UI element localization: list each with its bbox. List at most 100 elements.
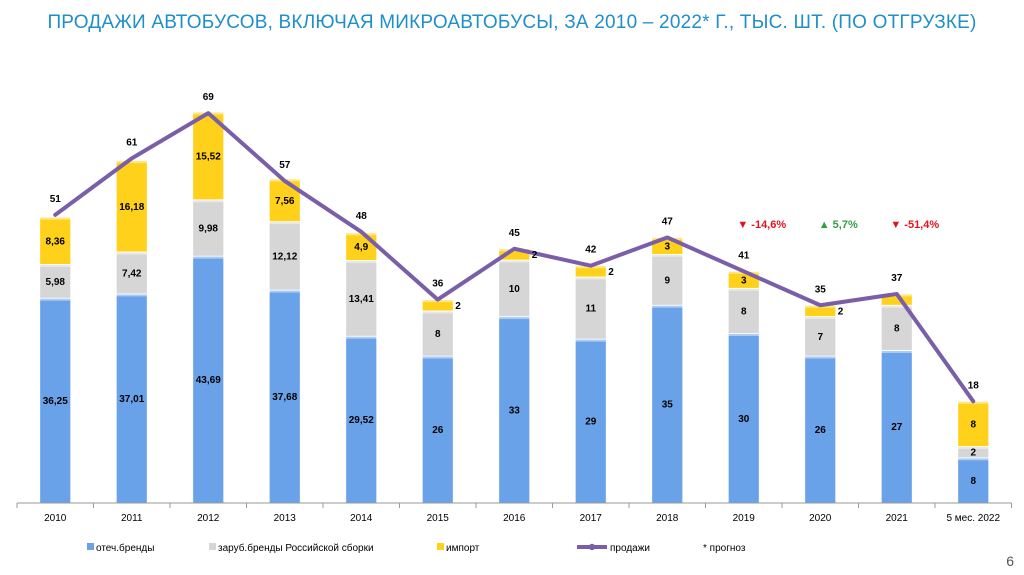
label-foreign: 8 [435, 329, 441, 340]
total-label: 35 [815, 284, 827, 295]
bar-domestic [574, 338, 607, 504]
label-domestic: 26 [815, 425, 827, 436]
label-domestic: 30 [738, 414, 750, 425]
bar-domestic-highlight [498, 316, 530, 320]
label-foreign: 9,98 [199, 223, 219, 234]
bar-foreign [115, 251, 148, 295]
bar-domestic-highlight [345, 336, 377, 339]
bar-domestic [498, 316, 531, 504]
label-import: 3 [664, 241, 670, 252]
label-foreign: 7 [817, 332, 823, 343]
bar-foreign-highlight [345, 260, 377, 263]
bar-foreign [498, 259, 531, 317]
label-foreign: 9 [664, 275, 670, 286]
sales-line [53, 111, 976, 404]
change-annotation: ▲ 5,7% [819, 219, 858, 231]
total-label: 18 [968, 380, 980, 391]
legend-domestic-label: отеч.бренды [96, 542, 154, 554]
x-tick-label: 2011 [121, 513, 143, 524]
label-domestic: 37,68 [272, 392, 297, 403]
x-tick-label: 2013 [274, 513, 297, 524]
label-foreign: 8 [741, 306, 747, 317]
legend-import-label: импорт [446, 543, 480, 554]
bar-domestic-highlight [39, 298, 71, 301]
label-foreign: 5,98 [46, 277, 66, 288]
label-import: 2 [455, 301, 461, 312]
legend-forecast-note: * прогноз [703, 543, 746, 554]
bar-domestic-highlight [269, 290, 301, 293]
bar-foreign-highlight [39, 264, 71, 267]
label-domestic: 8 [970, 476, 976, 487]
bar-import [957, 400, 990, 447]
bar-domestic-highlight [957, 457, 989, 461]
label-import: 2 [838, 306, 844, 317]
bar-foreign [192, 199, 225, 257]
bar-import [39, 216, 72, 265]
bar-domestic-highlight [116, 293, 148, 297]
bar-domestic-highlight [881, 350, 913, 353]
label-import: 7,56 [275, 196, 295, 207]
bar-foreign [727, 287, 760, 334]
label-import: 4,9 [354, 242, 368, 253]
legend-foreign-label: заруб.бренды Российской сборки [218, 542, 374, 554]
bar-domestic-highlight [422, 356, 454, 359]
chart-title: ПРОДАЖИ АВТОБУСОВ, ВКЛЮЧАЯ МИКРОАВТОБУСЫ… [47, 12, 977, 33]
x-tick-label: 2018 [656, 513, 679, 524]
label-domestic: 29,52 [349, 415, 374, 426]
total-label: 48 [356, 211, 368, 222]
bar-domestic-highlight [651, 305, 683, 308]
total-label: 47 [662, 216, 674, 227]
bar-foreign [345, 260, 378, 337]
bar-domestic [345, 335, 378, 504]
label-import: 15,52 [196, 151, 221, 162]
bar-foreign-highlight [116, 251, 148, 255]
bar-domestic [115, 293, 148, 504]
bar-foreign-highlight [422, 310, 454, 314]
label-domestic: 29 [585, 417, 597, 428]
label-foreign: 12,12 [272, 251, 297, 262]
bar-foreign [804, 316, 837, 357]
bar-import [115, 160, 148, 253]
label-foreign: 2 [970, 448, 976, 459]
x-tick-label: 2014 [350, 513, 373, 524]
label-import: 8,36 [46, 236, 66, 247]
bar-foreign-highlight [498, 260, 530, 263]
label-domestic: 27 [891, 422, 903, 433]
bar-foreign-highlight [575, 277, 607, 280]
label-foreign: 8 [894, 323, 900, 334]
total-label: 36 [432, 279, 444, 290]
bar-foreign-highlight [192, 199, 224, 203]
bar-foreign-highlight [651, 254, 683, 257]
total-label: 69 [203, 92, 215, 103]
bar-domestic [727, 333, 760, 504]
label-domestic: 35 [662, 400, 674, 411]
bar-domestic-highlight [728, 333, 760, 336]
x-tick-label: 2021 [886, 513, 909, 524]
legend-sales-label: продажи [610, 543, 650, 554]
label-foreign: 11 [585, 304, 596, 315]
x-tick-label: 2016 [503, 513, 526, 524]
legend-import-swatch [437, 543, 444, 550]
label-domestic: 37,01 [119, 394, 144, 405]
bar-domestic [804, 355, 837, 504]
label-import: 8 [970, 419, 976, 430]
bar-domestic [39, 297, 72, 504]
change-annotation: ▼ -14,6% [737, 219, 786, 231]
label-domestic: 33 [509, 405, 521, 416]
total-label: 37 [891, 273, 903, 284]
label-domestic: 26 [432, 425, 444, 436]
legend-foreign-swatch [209, 543, 216, 550]
x-tick-label: 2010 [44, 513, 67, 524]
total-label: 42 [585, 245, 597, 256]
bar-domestic [421, 355, 454, 504]
total-label: 41 [738, 250, 750, 261]
bar-domestic [192, 255, 225, 504]
label-import: 3 [741, 275, 747, 286]
label-foreign: 7,42 [122, 268, 142, 279]
bar-domestic [957, 457, 990, 504]
x-tick-label: 2012 [197, 513, 220, 524]
bar-import-highlight [39, 217, 71, 220]
bar-import-highlight [116, 160, 148, 164]
total-label: 45 [509, 228, 521, 239]
